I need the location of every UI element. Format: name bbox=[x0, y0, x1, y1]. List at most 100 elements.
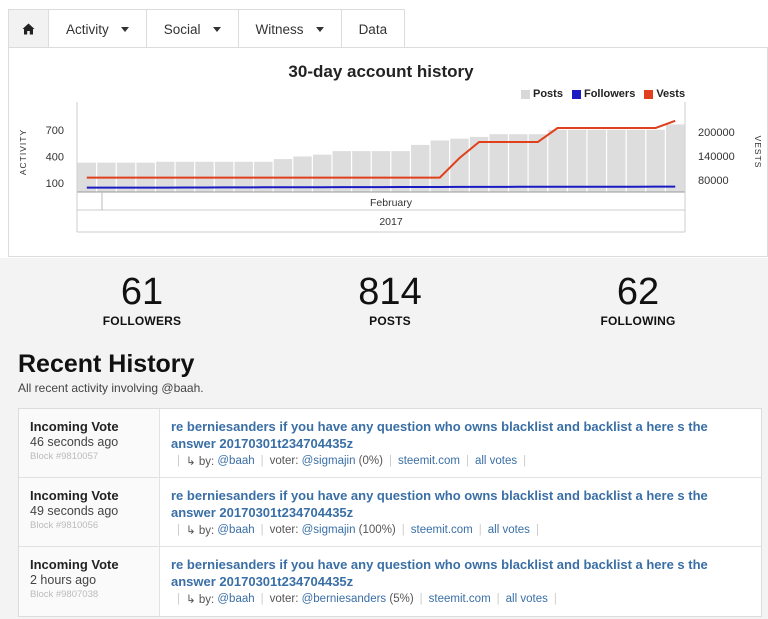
event-meta: | ↳ by: @baah | voter: @berniesanders (5… bbox=[171, 592, 761, 606]
legend-label-posts: Posts bbox=[533, 88, 563, 100]
history-row: Incoming Vote 49 seconds ago Block #9810… bbox=[19, 478, 761, 547]
event-type: Incoming Vote bbox=[30, 419, 119, 434]
recent-history-subtitle: All recent activity involving @baah. bbox=[18, 381, 204, 395]
tab-data-label: Data bbox=[358, 21, 388, 37]
stat-followers[interactable]: 61 FOLLOWERS bbox=[62, 270, 222, 328]
following-count: 62 bbox=[616, 271, 660, 313]
all-votes-link[interactable]: all votes bbox=[474, 455, 518, 467]
posts-bar bbox=[312, 154, 332, 192]
event-type: Incoming Vote bbox=[30, 557, 119, 572]
divider: | bbox=[419, 593, 423, 605]
legend-swatch-followers bbox=[571, 89, 581, 99]
event-block: Block #9810056 bbox=[30, 520, 99, 531]
history-row-summary: Incoming Vote 2 hours ago Block #9807038 bbox=[19, 547, 160, 616]
history-row-summary: Incoming Vote 49 seconds ago Block #9810… bbox=[19, 478, 160, 546]
tab-witness-label: Witness bbox=[255, 21, 304, 37]
legend-item-posts[interactable]: Posts bbox=[521, 88, 563, 100]
all-votes-link[interactable]: all votes bbox=[487, 524, 530, 536]
by-label: ↳ by: bbox=[186, 525, 215, 537]
tab-activity[interactable]: Activity bbox=[49, 10, 147, 48]
chevron-down-icon bbox=[212, 26, 221, 32]
stat-following[interactable]: 62 FOLLOWING bbox=[558, 270, 718, 328]
posts-bar bbox=[411, 144, 430, 192]
chart-title: 30-day account history bbox=[288, 62, 474, 81]
legend-item-vests[interactable]: Vests bbox=[644, 88, 685, 100]
posts-bar bbox=[450, 138, 469, 192]
divider: | bbox=[496, 593, 500, 605]
x-year-label: 2017 bbox=[379, 216, 403, 228]
y-right-axis-title: VESTS bbox=[753, 136, 763, 169]
posts-label: POSTS bbox=[369, 314, 411, 328]
post-title-link[interactable]: re berniesanders if you have any questio… bbox=[171, 488, 708, 520]
steemit-link[interactable]: steemit.com bbox=[397, 455, 460, 467]
y-left-tick-label: 700 bbox=[46, 125, 64, 137]
legend-label-vests: Vests bbox=[656, 88, 686, 100]
posts-bar bbox=[548, 129, 567, 192]
posts-bar bbox=[489, 134, 508, 192]
divider: | bbox=[260, 593, 264, 605]
vote-weight: (0%) bbox=[358, 455, 383, 467]
post-title-link[interactable]: re berniesanders if you have any questio… bbox=[171, 419, 708, 451]
event-time: 49 seconds ago bbox=[30, 504, 119, 518]
divider: | bbox=[523, 455, 527, 467]
posts-bar bbox=[273, 159, 293, 192]
event-time: 46 seconds ago bbox=[30, 435, 119, 449]
posts-bar bbox=[371, 151, 391, 192]
voter-link[interactable]: @berniesanders bbox=[301, 593, 387, 605]
posts-bar bbox=[567, 129, 587, 192]
tab-social[interactable]: Social bbox=[147, 10, 239, 48]
home-tab[interactable] bbox=[9, 10, 49, 48]
posts-bar bbox=[587, 129, 606, 192]
post-title-link[interactable]: re berniesanders if you have any questio… bbox=[171, 557, 708, 589]
y-left-axis-title: ACTIVITY bbox=[18, 129, 28, 175]
divider: | bbox=[260, 524, 264, 536]
author-link[interactable]: @baah bbox=[217, 524, 255, 536]
divider: | bbox=[177, 593, 180, 605]
divider: | bbox=[478, 524, 482, 536]
legend-item-followers[interactable]: Followers bbox=[571, 88, 636, 100]
by-label: ↳ by: bbox=[186, 456, 215, 468]
following-label: FOLLOWING bbox=[600, 314, 676, 328]
tab-witness[interactable]: Witness bbox=[239, 10, 342, 48]
steemit-link[interactable]: steemit.com bbox=[410, 524, 473, 536]
history-row: Incoming Vote 2 hours ago Block #9807038… bbox=[19, 547, 761, 616]
followers-line bbox=[86, 185, 676, 189]
author-link[interactable]: @baah bbox=[217, 455, 255, 467]
history-row-detail: re berniesanders if you have any questio… bbox=[160, 409, 761, 477]
tab-social-label: Social bbox=[163, 21, 201, 37]
divider: | bbox=[177, 455, 180, 467]
history-row-summary: Incoming Vote 46 seconds ago Block #9810… bbox=[19, 409, 160, 477]
vote-weight: (100%) bbox=[358, 524, 396, 536]
divider: | bbox=[177, 524, 180, 536]
posts-bar bbox=[626, 129, 646, 192]
divider: | bbox=[535, 524, 539, 536]
tab-activity-label: Activity bbox=[66, 21, 109, 37]
posts-bar bbox=[665, 124, 685, 192]
event-block: Block #9807038 bbox=[30, 589, 99, 600]
steemit-link[interactable]: steemit.com bbox=[428, 593, 491, 605]
vests-line bbox=[86, 119, 676, 179]
history-row: Incoming Vote 46 seconds ago Block #9810… bbox=[19, 409, 761, 478]
nav-tabs: Activity Social Witness Data bbox=[8, 9, 406, 48]
all-votes-link[interactable]: all votes bbox=[505, 593, 548, 605]
by-label: ↳ by: bbox=[186, 594, 215, 606]
history-list: Incoming Vote 46 seconds ago Block #9810… bbox=[18, 408, 762, 617]
legend-label-followers: Followers bbox=[583, 88, 636, 100]
followers-label: FOLLOWERS bbox=[102, 314, 182, 328]
tab-data[interactable]: Data bbox=[342, 10, 405, 48]
posts-bar bbox=[509, 134, 528, 192]
stat-posts[interactable]: 814 POSTS bbox=[310, 270, 470, 328]
event-time: 2 hours ago bbox=[30, 573, 97, 587]
voter-link[interactable]: @sigmajin bbox=[301, 455, 356, 467]
author-link[interactable]: @baah bbox=[217, 593, 255, 605]
vote-weight: (5%) bbox=[389, 593, 414, 605]
posts-bar bbox=[646, 129, 665, 192]
event-type: Incoming Vote bbox=[30, 488, 119, 503]
posts-bar bbox=[293, 156, 312, 192]
voter-link[interactable]: @sigmajin bbox=[301, 524, 356, 536]
chevron-down-icon bbox=[120, 26, 129, 32]
chart-legend: Posts Followers Vests bbox=[521, 88, 685, 100]
posts-bar bbox=[391, 151, 410, 192]
voter-label: voter: bbox=[269, 524, 299, 536]
posts-bar bbox=[332, 151, 351, 192]
